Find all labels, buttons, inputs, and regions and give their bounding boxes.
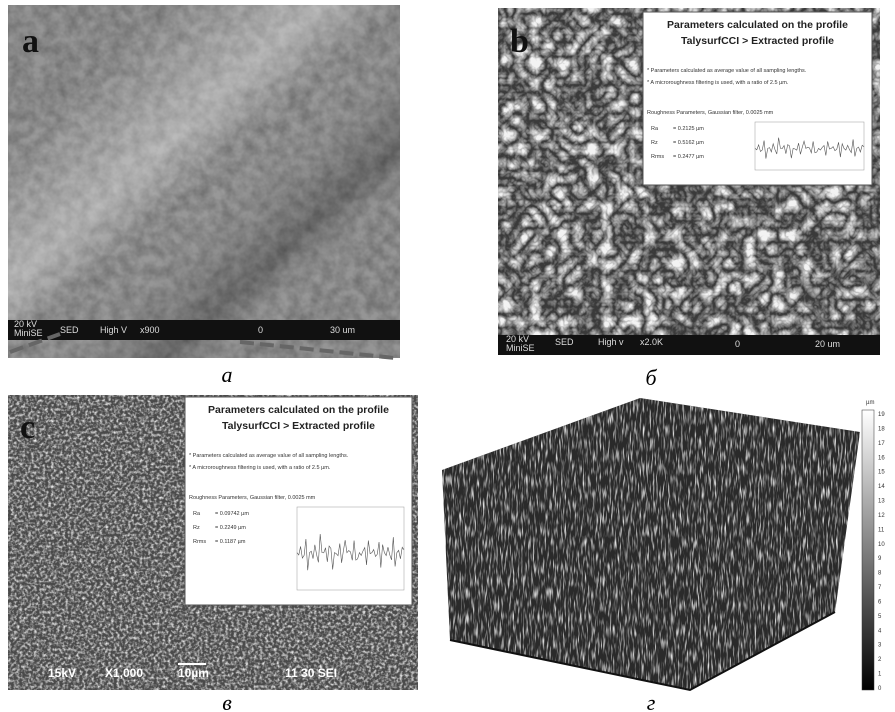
colorbar-tick: 14 [878, 484, 885, 490]
colorbar-tick: 0 [878, 686, 882, 692]
colorbar-tick: 4 [878, 628, 882, 634]
scale-bar-text: 0 [735, 339, 740, 349]
scale-bar-text: x900 [140, 325, 160, 335]
scale-bar-text: 20 um [815, 339, 840, 349]
colorbar [862, 410, 874, 690]
param-name: Rz [651, 140, 658, 146]
colorbar-tick: 11 [878, 527, 885, 533]
scale-bar-text: MiniSE [14, 328, 43, 338]
inset-note: Roughness Parameters, Gaussian filter, 0… [189, 495, 316, 501]
caption: г [647, 690, 656, 712]
scale-bar-text: SED [60, 325, 79, 335]
colorbar-tick: 15 [878, 470, 885, 476]
colorbar-tick: 2 [878, 657, 882, 663]
param-name: Ra [651, 126, 659, 132]
scale-bar-text: 10µm [178, 666, 209, 680]
figure: a а b б c в µm г 20 kVMiniSESEDHigh Vx90… [0, 0, 895, 712]
caption: б [645, 365, 657, 390]
colorbar-tick: 8 [878, 571, 882, 577]
colorbar-tick: 3 [878, 643, 882, 649]
param-value: = 0.2477 µm [673, 154, 704, 160]
param-value: = 0.2125 µm [673, 126, 704, 132]
scale-bar-text: 30 um [330, 325, 355, 335]
scale-bar-text: x2.0K [640, 337, 663, 347]
scale-bar-text: High V [100, 325, 127, 335]
scale-bar-text: X1,000 [105, 666, 143, 680]
inset-title: TalysurfCCI > Extracted profile [681, 35, 834, 47]
colorbar-tick: 16 [878, 455, 885, 461]
colorbar-unit: µm [866, 400, 874, 406]
panel-a: a [8, 5, 400, 358]
inset-note: * Parameters calculated as average value… [189, 453, 349, 459]
inset-title: TalysurfCCI > Extracted profile [222, 420, 375, 432]
inset-title: Parameters calculated on the profile [667, 19, 848, 31]
scale-bar-text: High v [598, 337, 624, 347]
param-value: = 0.1187 µm [215, 539, 246, 545]
colorbar-tick: 10 [878, 542, 885, 548]
colorbar-tick: 7 [878, 585, 882, 591]
scale-bar-text: 11 30 SEI [285, 666, 337, 680]
panel-letter: a [22, 23, 39, 60]
inset-title: Parameters calculated on the profile [208, 404, 389, 416]
scale-bar-text: SED [555, 337, 574, 347]
param-value: = 0.2249 µm [215, 525, 246, 531]
colorbar-tick: 19 [878, 412, 885, 418]
colorbar-tick: 18 [878, 426, 885, 432]
param-name: Ra [193, 511, 201, 517]
caption: а [222, 362, 233, 387]
inset-note: * A microroughness filtering is used, wi… [647, 80, 789, 86]
param-value: = 0.5162 µm [673, 140, 704, 146]
param-name: Rz [193, 525, 200, 531]
param-value: = 0.09742 µm [215, 511, 249, 517]
colorbar-tick: 12 [878, 513, 885, 519]
panel-letter: c [20, 409, 35, 446]
colorbar-tick: 9 [878, 556, 882, 562]
sem-shading [8, 5, 400, 358]
panel-letter: b [510, 23, 529, 60]
colorbar-tick: 13 [878, 499, 885, 505]
scale-bar-text: 0 [258, 325, 263, 335]
param-name: Rrms [651, 154, 664, 160]
colorbar-tick: 1 [878, 672, 882, 678]
inset-note: Roughness Parameters, Gaussian filter, 0… [647, 110, 774, 116]
colorbar-tick: 17 [878, 441, 885, 447]
panel-d: µm [440, 395, 874, 695]
inset-note: * A microroughness filtering is used, wi… [189, 465, 331, 471]
colorbar-tick: 6 [878, 599, 882, 605]
surface-texture [440, 395, 865, 695]
scale-bar-text: 15kV [48, 666, 76, 680]
scale-bar-text: MiniSE [506, 343, 535, 353]
caption: в [222, 690, 232, 712]
param-name: Rrms [193, 539, 206, 545]
inset-note: * Parameters calculated as average value… [647, 68, 807, 74]
colorbar-tick: 5 [878, 614, 882, 620]
